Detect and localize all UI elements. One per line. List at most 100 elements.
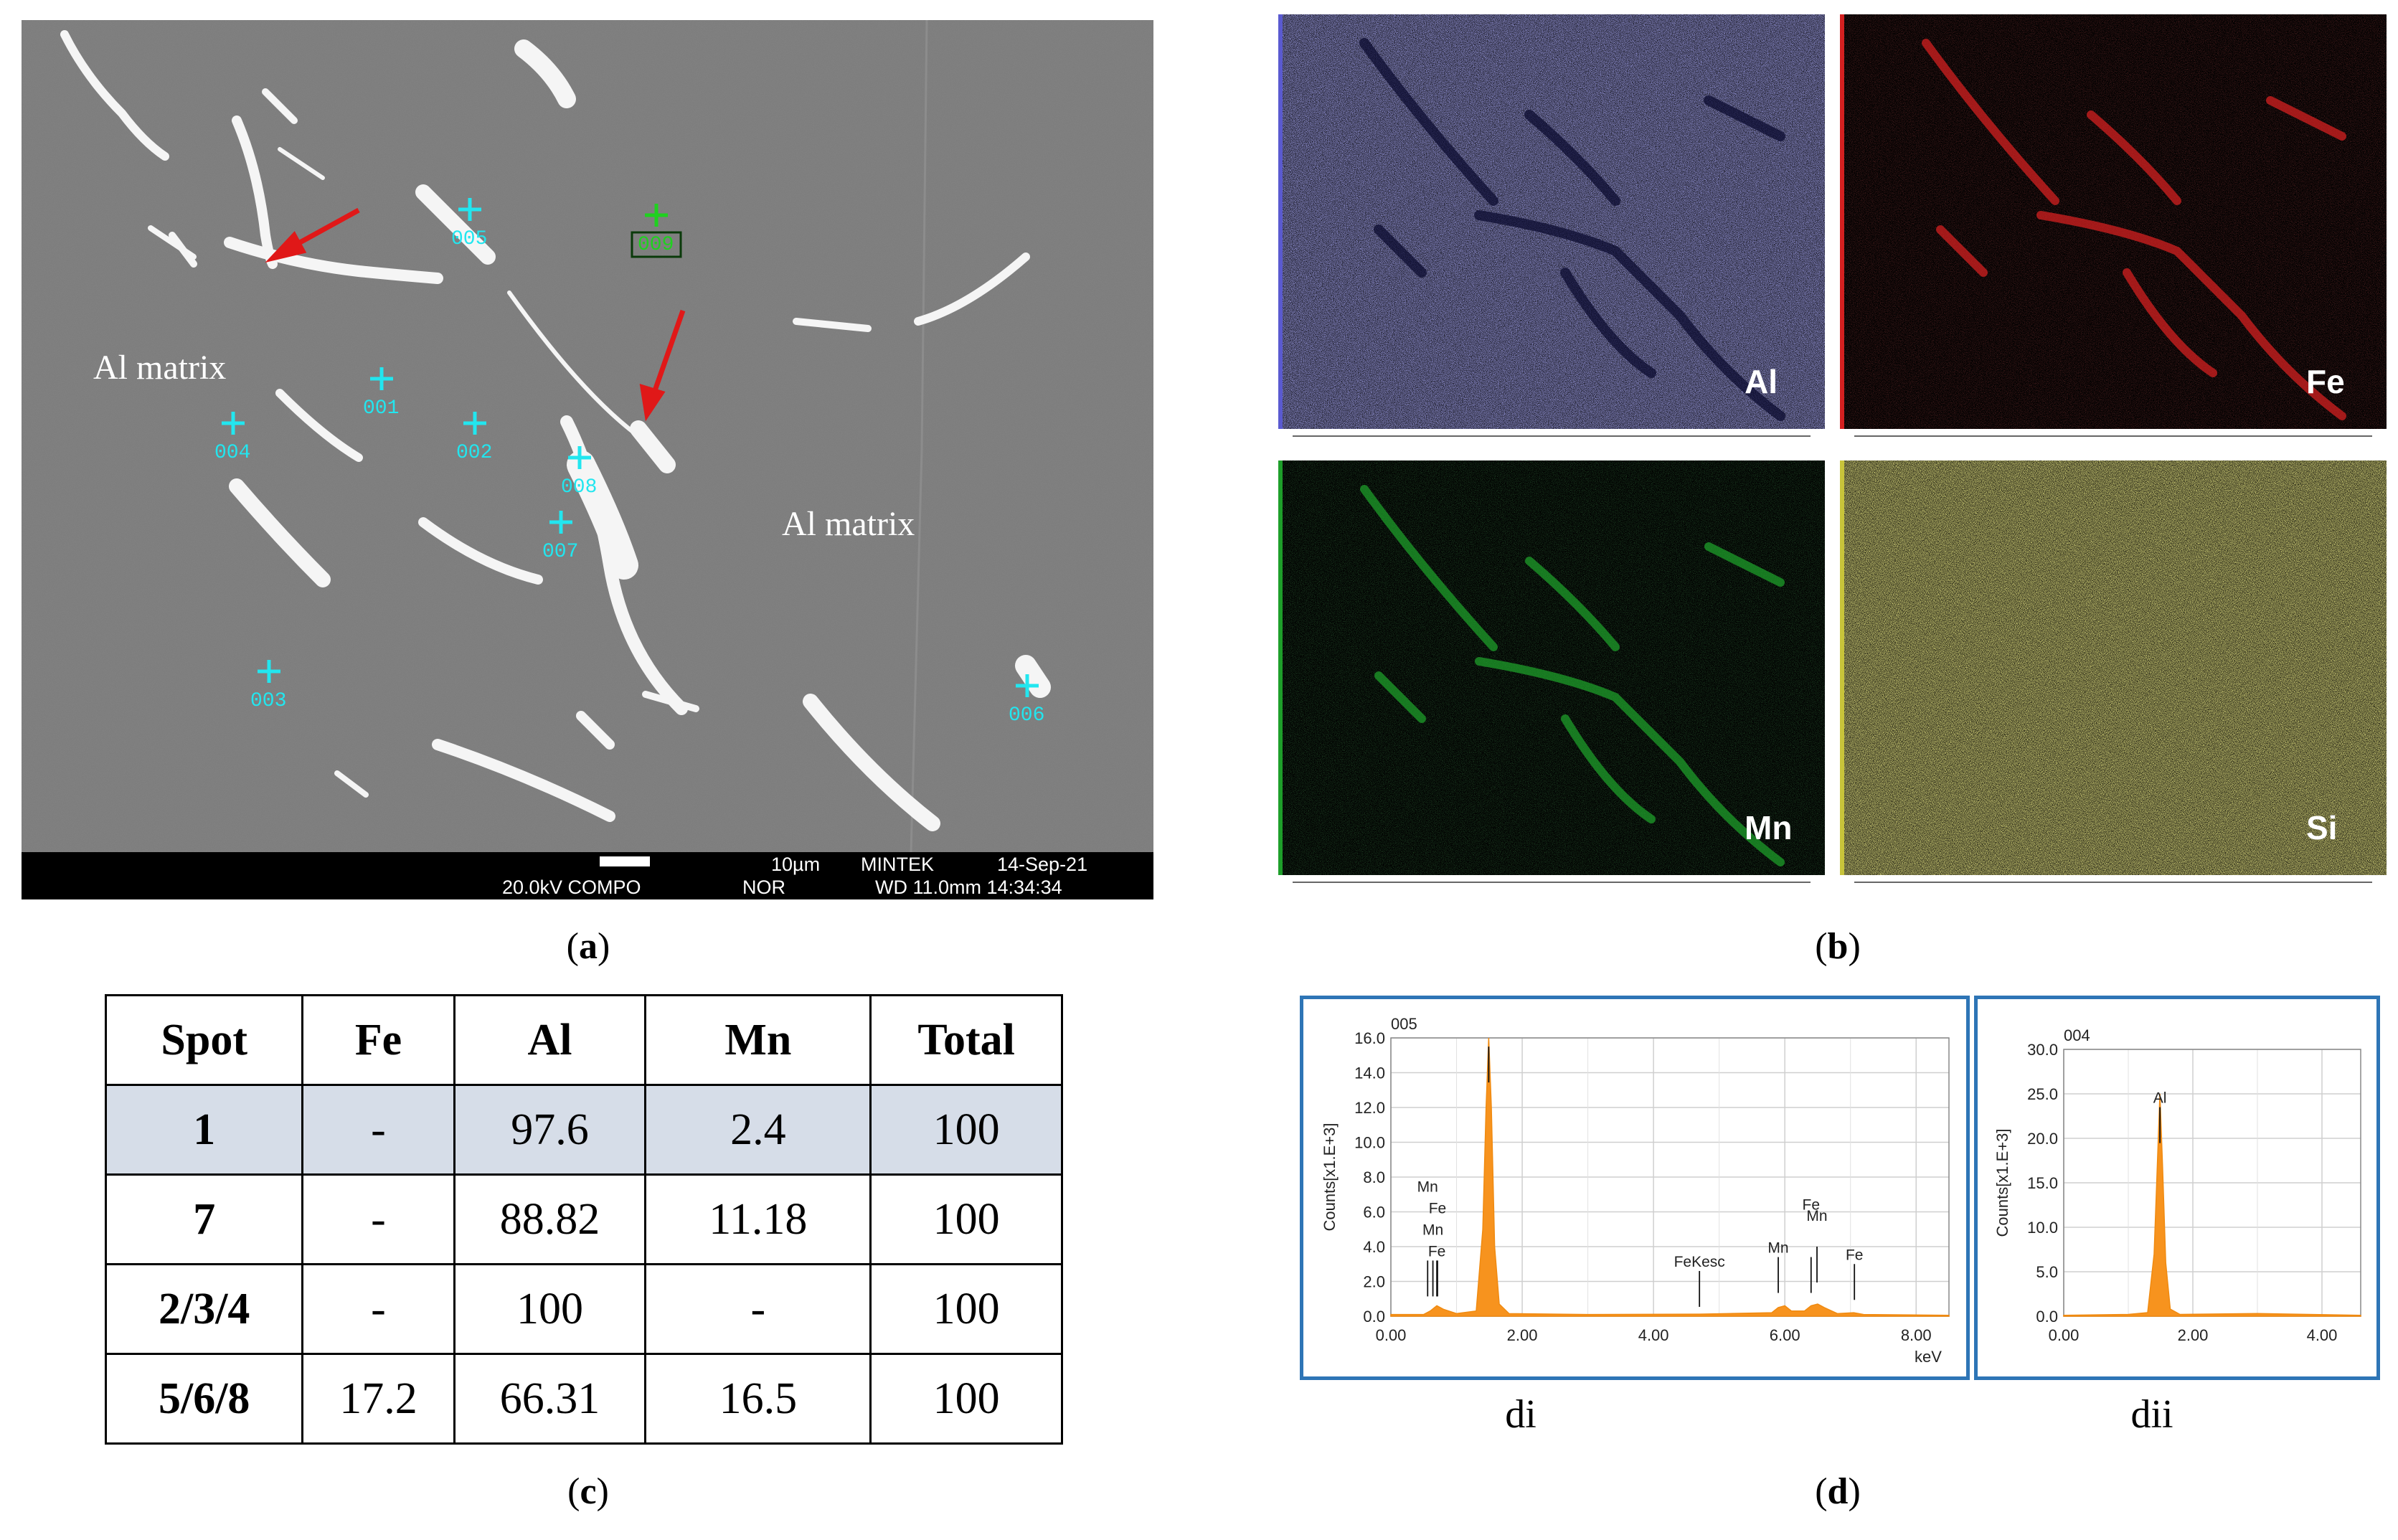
info-wd-time: WD 11.0mm 14:34:34 (875, 877, 1062, 898)
y-tick-label: 10.0 (2027, 1219, 2058, 1237)
cell-total: 100 (869, 1084, 1063, 1176)
spectrum-title: 004 (2064, 1026, 2090, 1044)
sem-micrograph: Al matrix Al matrix 001 002 003 004 005 006 00… (22, 19, 1153, 899)
y-axis-label: Counts[x1.E+3] (1993, 1128, 2011, 1237)
y-axis-label: Counts[x1.E+3] (1321, 1123, 1339, 1231)
spectrum-chart-dii: 004 0.0 5.0 10.0 15.0 20.0 25.0 30.0 0.00 2.00 4.0… (1993, 1026, 2361, 1344)
spectrum-area (2063, 1093, 2361, 1317)
spot-label: 004 (214, 442, 250, 464)
cell-al: 100 (453, 1263, 647, 1355)
eds-map-image: Fe (1840, 14, 2387, 445)
caption-a: (a) (566, 926, 610, 967)
map-signal (1840, 14, 2387, 429)
map-element-label: Fe (2306, 363, 2345, 400)
phase-overlay (1360, 485, 1785, 866)
table-row: 1 - 97.6 2.4 100 (104, 1084, 1063, 1176)
x-tick-label: 6.00 (1770, 1326, 1800, 1344)
cell-fe: - (301, 1173, 455, 1265)
info-date: 14-Sep-21 (997, 854, 1087, 875)
map-signal (1840, 460, 2387, 875)
spot-marker: 002 (456, 412, 492, 464)
composition-table: Spot Fe Al Mn Total 1 - 97.6 2.4 100 7 -… (104, 994, 1063, 1445)
cell-spot: 5/6/8 (104, 1353, 304, 1445)
spot-label: 006 (1009, 704, 1044, 727)
sem-image-svg: Al matrix Al matrix 00100200300400500600… (22, 19, 1153, 899)
intermetallic-phases (60, 30, 1051, 831)
x-tick-label: 2.00 (2178, 1326, 2209, 1344)
spot-marker: 004 (214, 412, 250, 464)
map-signal (1278, 460, 1825, 875)
table-row: 2/3/4 - 100 - 100 (104, 1263, 1063, 1355)
cell-fe: 17.2 (301, 1353, 455, 1445)
spot-marker: 001 (363, 367, 399, 420)
header-spot: Spot (104, 994, 304, 1086)
caption-c: (c) (567, 1471, 609, 1512)
map-strip (1278, 14, 1283, 429)
map-element-label: Al (1745, 363, 1778, 400)
map-signal (1278, 14, 1825, 429)
spot-label: 008 (561, 476, 597, 499)
cell-al: 88.82 (453, 1173, 647, 1265)
peak-label: Fe (1429, 1200, 1447, 1217)
x-tick-label: 8.00 (1901, 1326, 1932, 1344)
x-tick-label: 0.00 (2049, 1326, 2080, 1344)
cell-spot: 7 (104, 1173, 304, 1265)
y-tick-label: 15.0 (2027, 1174, 2058, 1192)
cell-mn: 2.4 (644, 1084, 872, 1176)
header-mn: Mn (644, 994, 872, 1086)
spot-label: 007 (542, 541, 578, 563)
cell-spot: 1 (104, 1084, 304, 1176)
y-tick-label: 25.0 (2027, 1085, 2058, 1103)
y-tick-label: 14.0 (1354, 1064, 1385, 1082)
map-strip (1840, 14, 1844, 429)
header-al: Al (453, 994, 647, 1086)
phase-overlay (1359, 38, 1785, 421)
y-tick-label: 0.0 (1363, 1308, 1385, 1326)
spot-label: 003 (250, 690, 286, 712)
y-tick-label: 8.0 (1363, 1168, 1385, 1186)
sem-grain (22, 20, 1153, 852)
spot-label: 001 (363, 397, 399, 420)
map-element-label: Si (2306, 809, 2337, 846)
eds-map-al: Al (1278, 14, 1825, 445)
y-tick-label: 6.0 (1363, 1204, 1385, 1222)
eds-map-mn: Mn (1278, 460, 1825, 891)
spectrum-panel-di: 005 0.0 2.0 4.0 6.0 8.0 10.0 12.0 14.0 16.0 0.00 2.… (1300, 943, 1970, 1380)
sub-caption-dii: dii (2130, 1392, 2173, 1437)
spot-marker: 008 (561, 446, 597, 499)
peak-label: Fe (1846, 1247, 1864, 1263)
sub-caption-di: di (1505, 1392, 1536, 1437)
caption-d: (d) (1815, 1471, 1861, 1512)
cell-fe: - (301, 1084, 455, 1176)
spectrum-chart-di: 005 0.0 2.0 4.0 6.0 8.0 10.0 12.0 14.0 16.0 0.00 2.… (1321, 943, 1950, 1366)
spot-marker: 006 (1009, 674, 1044, 727)
eds-map-fe: Fe (1840, 14, 2387, 445)
spectrum-area (1390, 1037, 1950, 1317)
matrix-label-left: Al matrix (93, 349, 226, 387)
map-strip (1278, 460, 1283, 875)
info-lab: MINTEK (861, 854, 934, 875)
spectrum-panel-dii: 004 0.0 5.0 10.0 15.0 20.0 25.0 30.0 0.00 2.00 4.0… (1974, 996, 2380, 1380)
map-strip (1840, 460, 1844, 875)
cell-al: 97.6 (453, 1084, 647, 1176)
spectrum-title: 005 (1391, 1015, 1417, 1033)
header-fe: Fe (301, 994, 455, 1086)
spot-label: 009 (638, 234, 674, 256)
eds-map-si: Si (1840, 460, 2387, 891)
peak-label: Fe (1803, 1197, 1821, 1214)
spot-box (631, 231, 682, 258)
peak-label: Fe (1428, 1243, 1446, 1260)
peak-label: Al (2153, 1090, 2167, 1107)
grain-boundary (910, 19, 928, 853)
scale-bar-icon (600, 856, 650, 866)
peak-label: Mn (1806, 1208, 1827, 1224)
y-tick-label: 5.0 (2036, 1263, 2058, 1281)
cell-total: 100 (869, 1263, 1063, 1355)
table-row: 5/6/8 17.2 66.31 16.5 100 (104, 1353, 1063, 1445)
spot-marker: 003 (250, 660, 286, 712)
header-total: Total (869, 994, 1063, 1086)
peak-label: Mn (1417, 1178, 1438, 1195)
cell-mn: - (644, 1263, 872, 1355)
info-bar (22, 852, 1153, 899)
x-tick-label: 2.00 (1507, 1326, 1538, 1344)
